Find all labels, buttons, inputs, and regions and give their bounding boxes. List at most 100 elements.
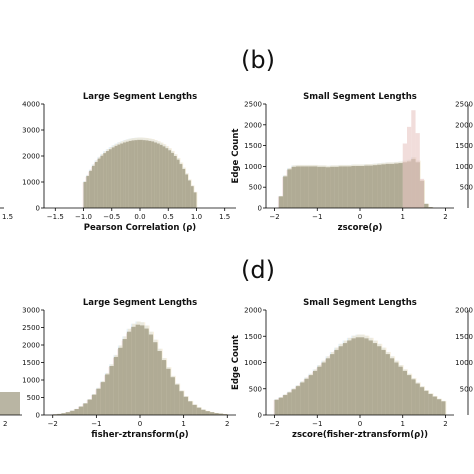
histogram-bar (368, 165, 373, 208)
histogram-bar (278, 397, 284, 415)
histogram-bar (321, 166, 326, 208)
histogram-bar (355, 165, 360, 208)
chart-large-segment-fisher: −2 −1 0 1 2 0 500 1000 1500 2000 2500 3000 Large Seg… (22, 298, 236, 440)
histogram-bar (330, 354, 335, 415)
x-tick-label: 0 (138, 420, 142, 428)
y-tick-label: 500 (27, 394, 40, 402)
histogram-bar (360, 165, 365, 208)
x-tick-label: −0.5 (103, 213, 120, 221)
y-tick-label: 0 (36, 205, 40, 213)
histogram-bar (338, 166, 343, 208)
histogram-bar (360, 337, 365, 415)
panel-label-d: (d) (241, 256, 275, 284)
histogram-bar (407, 126, 412, 208)
x-tick-label: 0.5 (163, 213, 174, 221)
histogram-bar (140, 325, 145, 415)
y-tick-label: 1500 (244, 142, 262, 150)
histogram-bar (398, 366, 403, 415)
histogram-bar (131, 326, 136, 415)
histogram-bar (153, 342, 158, 415)
histogram-bar (109, 366, 114, 415)
right-edge-tick-label: 2000 (455, 121, 473, 129)
y-tick-label: 3000 (22, 127, 40, 135)
x-tick-label: 2 (225, 420, 229, 428)
histogram-bar (291, 166, 296, 208)
histogram-bar (330, 166, 335, 208)
histogram-bar (83, 403, 88, 415)
x-tick-label: 1.0 (191, 213, 202, 221)
right-edge-tick-label: 1500 (455, 333, 473, 341)
histogram-bar (100, 155, 104, 208)
histogram-bar (287, 392, 292, 415)
histogram-bar (83, 182, 87, 208)
histogram-bar (313, 166, 318, 208)
histogram-bar (372, 343, 378, 415)
chart-small-segment-zscore-fisher: −2 −1 0 1 2 0 500 1000 1500 2000 Small Segment Len… (231, 298, 454, 440)
histogram-bar (407, 375, 412, 415)
x-tick-label: 0.0 (134, 213, 145, 221)
x-tick-label: 1.5 (219, 213, 230, 221)
histogram-bar (334, 166, 339, 208)
histogram-bar (171, 152, 174, 208)
histogram-bar (385, 163, 390, 208)
histogram-bar (347, 340, 352, 415)
histogram-bar (201, 409, 206, 415)
histogram-bar (428, 394, 433, 415)
right-edge-tick-label: 1500 (455, 142, 473, 150)
histogram-bar (151, 141, 155, 208)
histogram-bar (92, 165, 95, 208)
histogram-bar (154, 142, 157, 208)
histogram-bar (222, 414, 228, 415)
histogram-bar (89, 170, 92, 208)
y-tick-label: 2500 (22, 324, 40, 332)
histogram-bar (411, 379, 416, 415)
right-edge-tick-label: 500 (460, 385, 473, 393)
histogram-bar (170, 377, 175, 415)
histogram-bar (106, 151, 109, 208)
y-axis-label: Edge Count (231, 129, 241, 184)
histogram-bar (100, 382, 106, 415)
histogram-bar (148, 140, 152, 208)
histogram-bar (126, 331, 132, 415)
histogram-bar (402, 370, 407, 415)
x-axis-label: fisher-ztransform(ρ) (91, 430, 189, 440)
histogram-bar (86, 176, 90, 208)
histogram-bar (188, 401, 193, 415)
histogram-bar (156, 143, 160, 208)
histogram-bar (424, 203, 429, 208)
histogram-bar (61, 413, 66, 415)
histogram-bar (424, 390, 429, 415)
histogram-bar (144, 328, 149, 415)
histogram-bar (317, 366, 322, 415)
histogram-bar (351, 165, 356, 208)
histogram-bar (173, 156, 177, 208)
histogram-bar (402, 143, 407, 208)
histogram-bar (394, 362, 399, 415)
right-edge-tick-label: 1000 (455, 359, 473, 367)
histogram-bar (278, 196, 284, 208)
histogram-bar (372, 165, 378, 208)
y-tick-label: 0 (36, 412, 40, 420)
y-tick-label: 500 (249, 184, 262, 192)
histogram-bar (398, 163, 403, 208)
histogram-bar (325, 358, 331, 415)
histogram-bar (179, 164, 183, 208)
histogram-bar (196, 407, 202, 415)
histogram-bar (342, 343, 348, 415)
histogram-bar (188, 180, 191, 208)
histogram-bar (193, 192, 197, 208)
histogram-bar (300, 382, 305, 415)
histogram-bar (131, 140, 135, 208)
histogram-bar (419, 387, 425, 415)
histogram-bar (192, 404, 197, 415)
histogram-bar (117, 144, 121, 208)
chart-title: Large Segment Lengths (83, 92, 197, 102)
histogram-bar (441, 401, 446, 415)
histogram-bar (168, 150, 172, 208)
right-edge-tick-label: 1000 (455, 163, 473, 171)
histogram-bar (108, 149, 112, 208)
histogram-bar (313, 370, 318, 415)
histogram-bar (304, 166, 309, 208)
panel-label-b: (b) (241, 46, 275, 74)
